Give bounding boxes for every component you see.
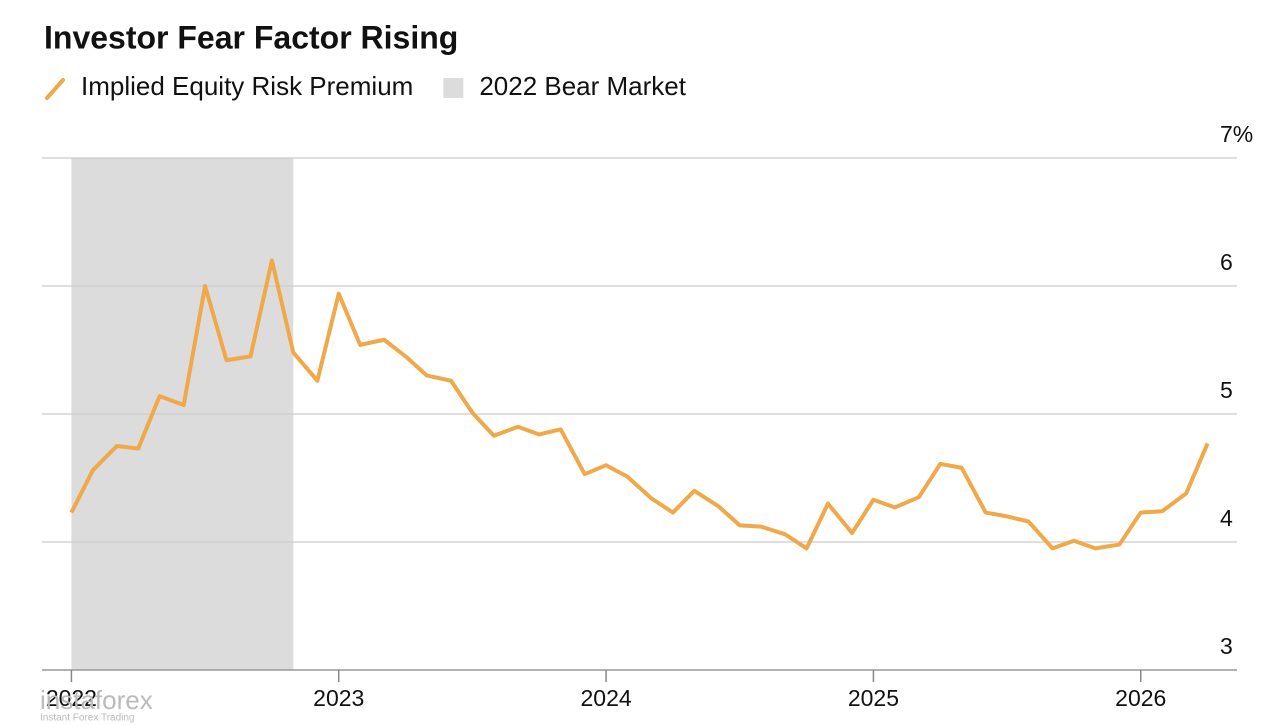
y-tick-label: 5	[1220, 377, 1233, 403]
legend-label: Implied Equity Risk Premium	[81, 71, 413, 101]
x-tick-label: 2024	[580, 685, 631, 711]
y-tick-label: 3	[1220, 633, 1233, 659]
chart-title: Investor Fear Factor Rising	[44, 19, 458, 55]
legend: Implied Equity Risk Premium 2022 Bear Mar…	[45, 71, 687, 101]
legend-swatch	[45, 78, 65, 100]
y-tick-label: 7%	[1220, 121, 1253, 147]
x-tick-label: 2022	[46, 685, 97, 711]
y-tick-label: 4	[1220, 505, 1233, 531]
series-line	[69, 258, 1210, 551]
x-tick-label: 2026	[1115, 685, 1166, 711]
watermark: instaforex	[40, 685, 153, 715]
legend-label: 2022 Bear Market	[479, 71, 686, 101]
watermark-tagline: Instant Forex Trading	[40, 713, 135, 724]
y-tick-label: 6	[1220, 249, 1233, 275]
x-tick-label: 2023	[313, 685, 364, 711]
legend-swatch	[443, 78, 464, 98]
x-tick-label: 2025	[848, 685, 899, 711]
